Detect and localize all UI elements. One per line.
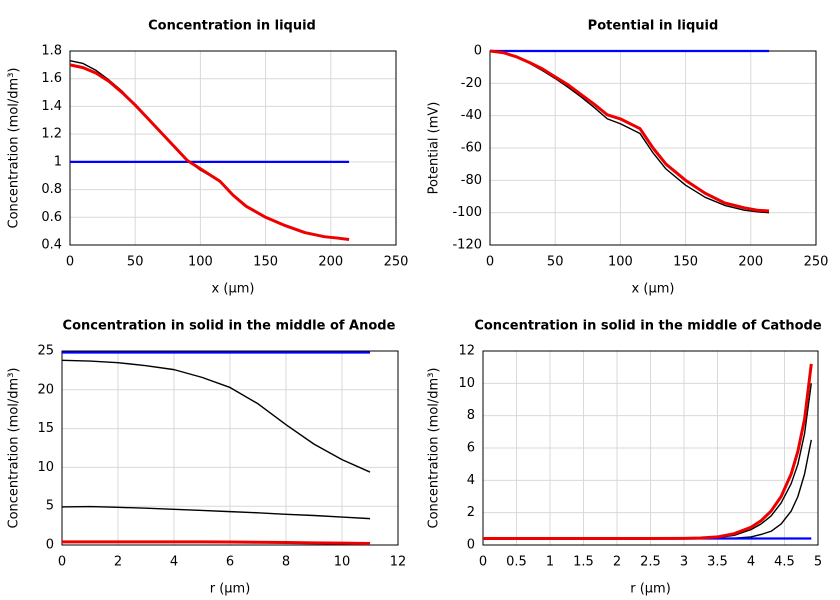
y-tick-label: 6 (467, 441, 475, 456)
y-tick-label: 15 (37, 421, 54, 436)
y-tick-label: 20 (37, 382, 54, 397)
x-tick-label: 50 (127, 255, 144, 270)
y-tick-label: 1.8 (41, 44, 62, 59)
x-tick-label: 2.5 (640, 555, 661, 570)
y-tick-label: -20 (461, 76, 482, 91)
x-tick-label: 150 (673, 255, 698, 270)
x-tick-label: 3 (680, 555, 688, 570)
chart-title: Potential in liquid (588, 19, 719, 34)
x-tick-label: 150 (253, 255, 278, 270)
y-tick-label: 12 (458, 344, 475, 359)
y-tick-label: 2 (467, 505, 475, 520)
series-line (483, 383, 812, 540)
y-tick-label: 1 (54, 154, 62, 169)
y-tick-label: -80 (461, 173, 482, 188)
chart-panel: Potential in liquid 0 50 100 150 200 250 -120 -1… (427, 19, 829, 297)
x-tick-label: 4.5 (774, 555, 795, 570)
x-tick-label: 200 (318, 255, 343, 270)
plot-frame (61, 350, 399, 546)
x-tick-label: 50 (547, 255, 564, 270)
series-line (69, 63, 350, 241)
y-tick-label: -120 (452, 238, 482, 253)
plot-frame (482, 350, 819, 546)
y-tick-label: 10 (37, 460, 54, 475)
x-tick-label: 3.5 (707, 555, 728, 570)
x-tick-label: 6 (226, 555, 234, 570)
x-tick-label: 1 (546, 555, 554, 570)
y-tick-label: 0.6 (41, 210, 62, 225)
x-tick-label: 1.5 (573, 555, 594, 570)
y-tick-label: 0 (467, 538, 475, 553)
plot-frame (69, 50, 397, 246)
y-tick-label: 1.2 (41, 127, 62, 142)
x-tick-label: 2 (613, 555, 621, 570)
y-tick-label: -40 (461, 108, 482, 123)
y-tick-label: 5 (46, 499, 54, 514)
x-tick-label: 10 (334, 555, 351, 570)
y-tick-label: 0 (46, 538, 54, 553)
x-axis-label: x (µm) (632, 282, 675, 297)
y-axis-label: Potential (mV) (427, 102, 442, 195)
chart-title: Concentration in liquid (148, 19, 316, 34)
y-tick-label: 8 (467, 408, 475, 423)
chart-title: Concentration in solid in the middle of … (474, 319, 822, 334)
y-axis-label: Concentration (mol/dm³) (7, 368, 22, 529)
y-tick-label: -60 (461, 141, 482, 156)
x-tick-label: 8 (282, 555, 290, 570)
y-tick-label: 25 (37, 344, 54, 359)
series-line (489, 50, 770, 214)
chart-panel: Concentration in solid in the middle of … (427, 319, 823, 597)
y-tick-label: 0.8 (41, 182, 62, 197)
series-line (483, 363, 813, 541)
x-tick-label: 0 (66, 255, 74, 270)
x-tick-label: 0.5 (506, 555, 527, 570)
x-tick-label: 0 (479, 555, 487, 570)
series-line (489, 49, 770, 213)
chart-panel: Concentration in liquid 0 50 100 150 200 250 0.… (7, 19, 409, 297)
x-tick-label: 250 (384, 255, 409, 270)
y-tick-label: 4 (467, 473, 475, 488)
y-tick-label: 10 (458, 376, 475, 391)
x-tick-label: 0 (486, 255, 494, 270)
x-tick-label: 100 (608, 255, 633, 270)
series-line (61, 359, 371, 473)
chart-panel: Concentration in solid in the middle of … (7, 319, 407, 597)
series-line (61, 505, 371, 520)
x-tick-label: 4 (170, 555, 178, 570)
x-tick-label: 200 (738, 255, 763, 270)
y-tick-label: 0 (474, 44, 482, 59)
x-tick-label: 5 (814, 555, 822, 570)
y-axis-label: Concentration (mol/dm³) (427, 368, 442, 529)
x-tick-label: 250 (804, 255, 829, 270)
series-line (62, 540, 371, 545)
x-tick-label: 4 (747, 555, 755, 570)
x-tick-label: 2 (114, 555, 122, 570)
x-tick-label: 100 (188, 255, 213, 270)
x-tick-label: 0 (58, 555, 66, 570)
y-tick-label: -100 (452, 205, 482, 220)
chart-title: Concentration in solid in the middle of … (63, 319, 396, 334)
x-axis-label: x (µm) (212, 282, 255, 297)
x-axis-label: r (µm) (210, 582, 251, 597)
series-line (69, 60, 350, 241)
y-axis-label: Concentration (mol/dm³) (7, 68, 22, 229)
y-tick-label: 1.4 (41, 99, 62, 114)
y-tick-label: 1.6 (41, 71, 62, 86)
x-tick-label: 12 (390, 555, 407, 570)
y-tick-label: 0.4 (41, 238, 62, 253)
x-axis-label: r (µm) (630, 582, 671, 597)
